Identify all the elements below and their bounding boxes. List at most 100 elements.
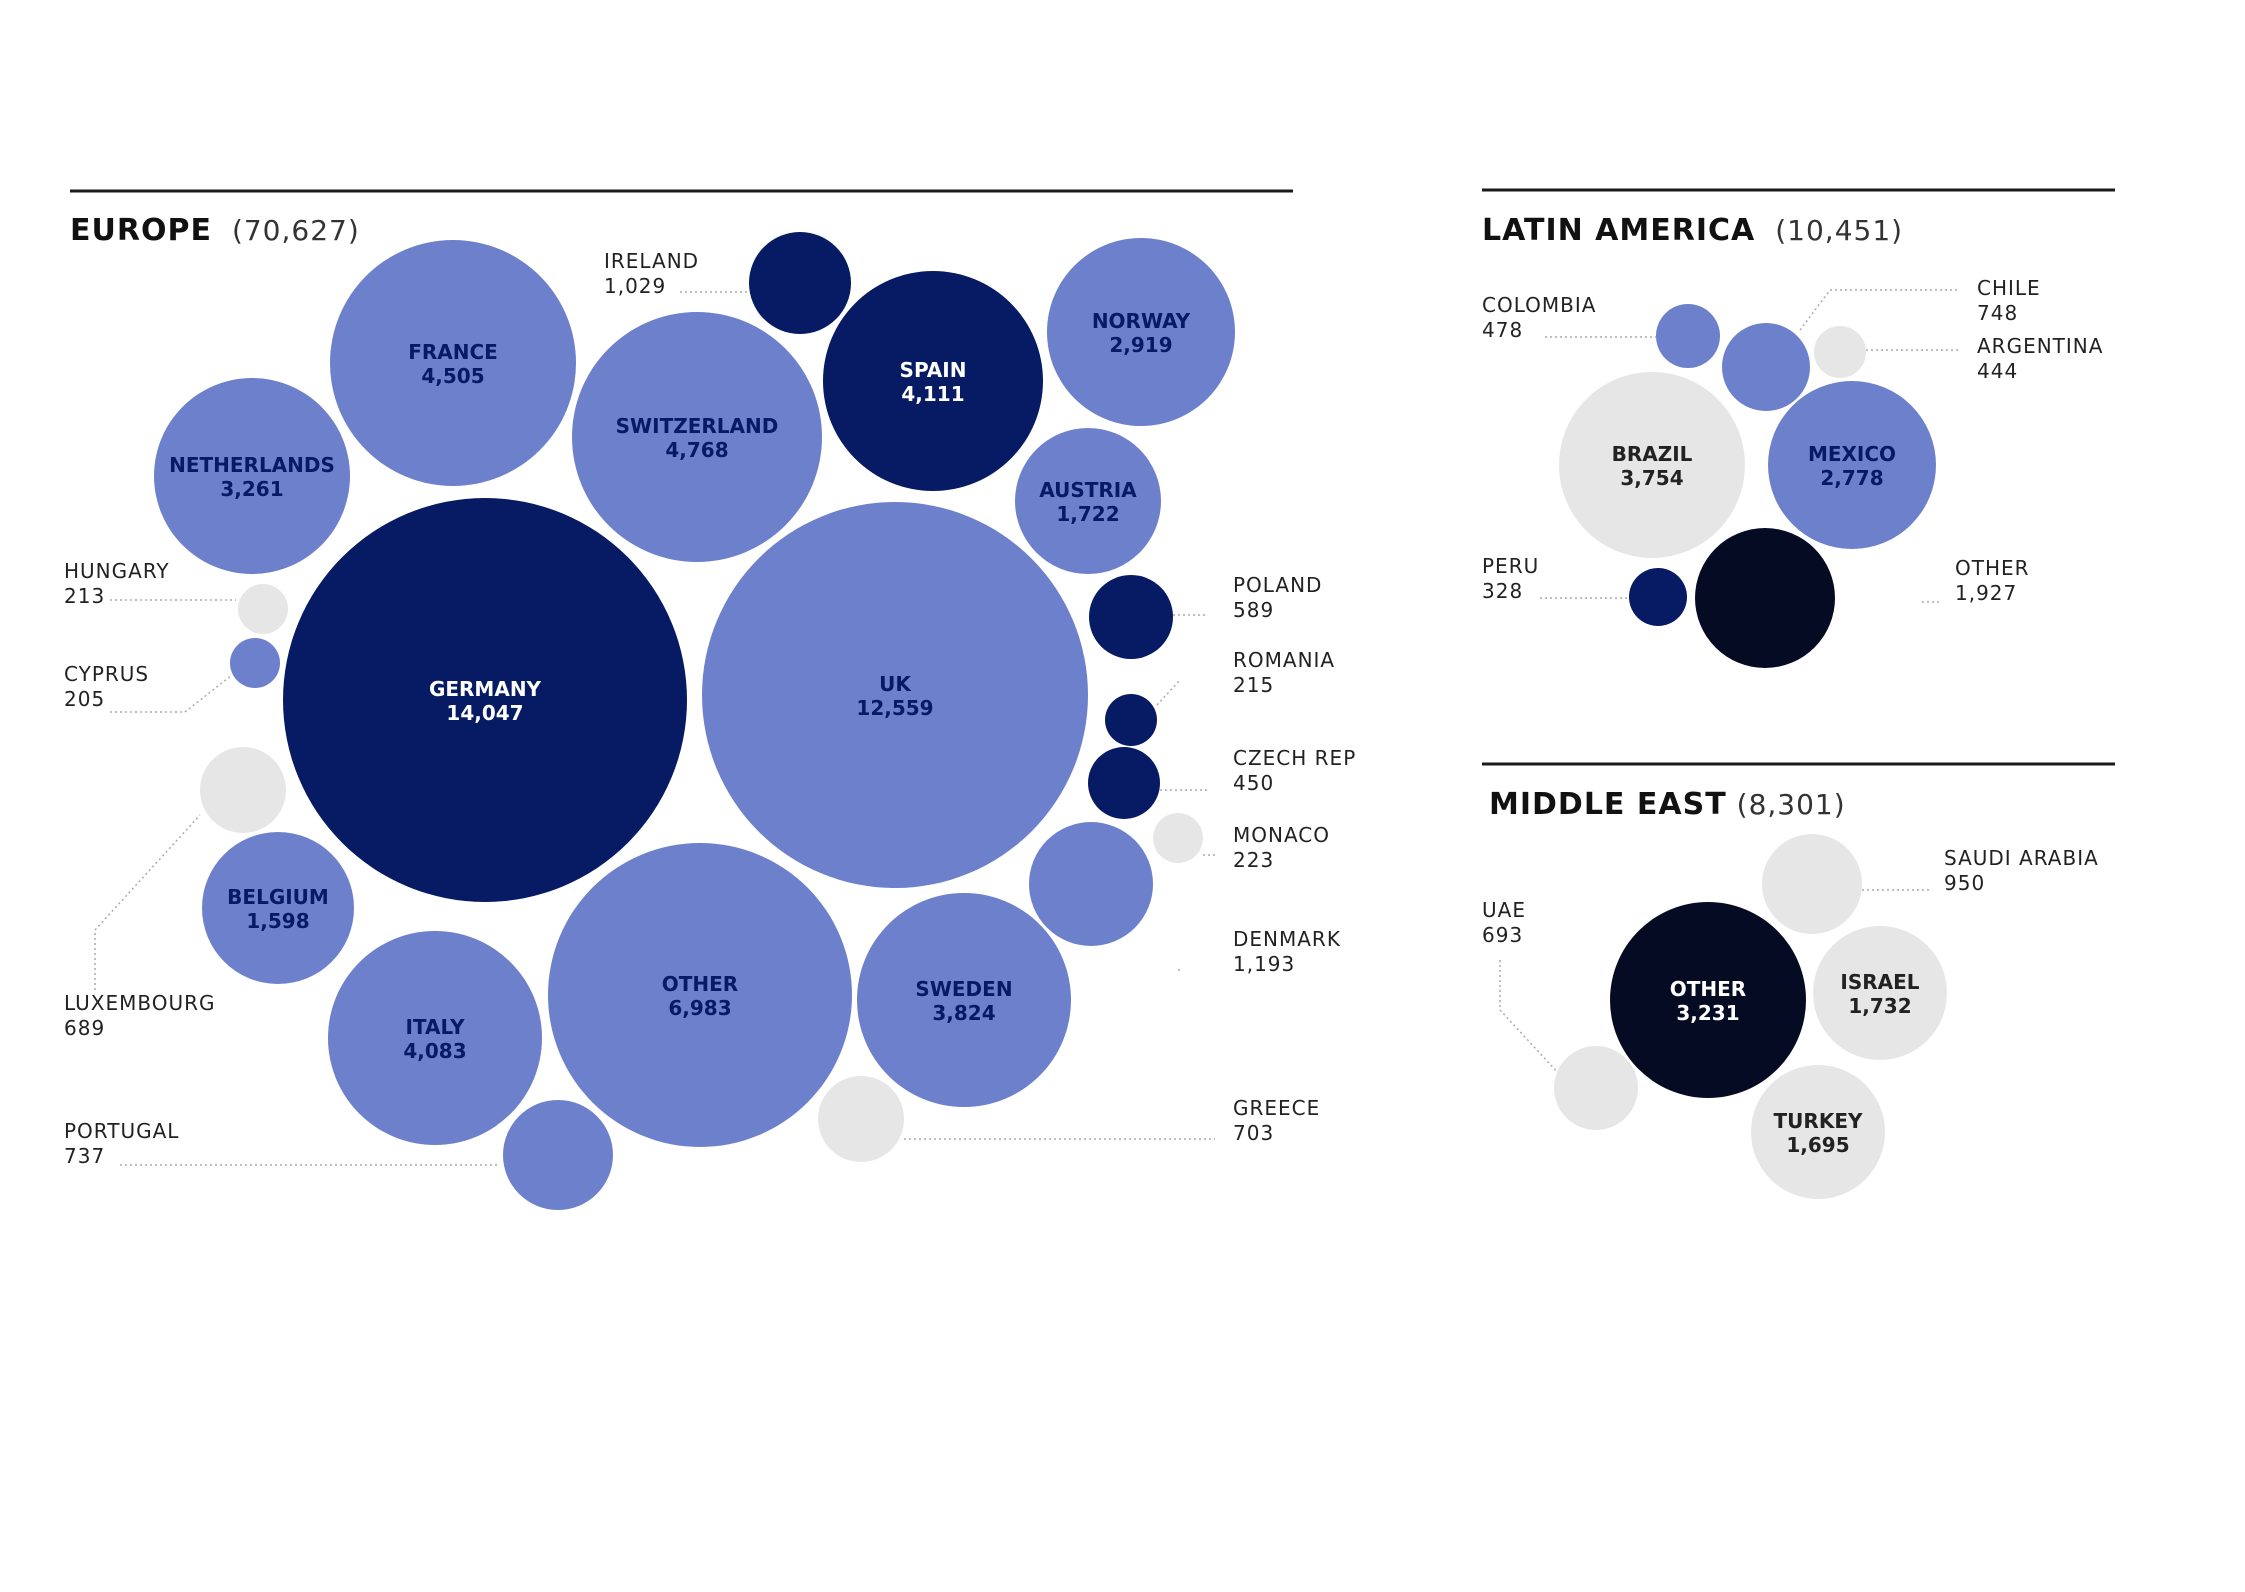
leader-europe-cyprus [110,674,233,713]
label-name-europe-switzerland: SWITZERLAND [616,414,779,438]
label-name-europe-portugal: PORTUGAL [64,1119,179,1143]
label-name-europe-netherlands: NETHERLANDS [169,453,335,477]
label-name-europe-austria: AUSTRIA [1039,478,1137,502]
label-name-europe-hungary: HUNGARY [64,559,170,583]
label-value-europe-belgium: 1,598 [246,909,309,933]
europe-title: EUROPE (70,627) [70,213,360,248]
label-name-latin-america-brazil: BRAZIL [1612,442,1693,466]
label-value-europe-czech-rep: 450 [1233,771,1274,795]
label-value-europe-portugal: 737 [64,1144,105,1168]
leader-latin-america-chile [1799,289,1960,331]
bubble-europe-austria [1015,428,1161,574]
label-value-middle-east-saudi-arabia: 950 [1944,871,1985,895]
label-name-europe-romania: ROMANIA [1233,648,1335,672]
bubble-europe-portugal [503,1100,613,1210]
bubble-europe-monaco [1153,813,1203,863]
latin-america-title: LATIN AMERICA (10,451) [1482,213,1903,248]
bubble-europe-italy [328,931,542,1145]
label-value-latin-america-brazil: 3,754 [1620,466,1683,490]
label-value-middle-east-other: 3,231 [1676,1001,1739,1025]
bubble-europe-other [548,843,852,1147]
label-name-latin-america-colombia: COLOMBIA [1482,293,1596,317]
label-value-latin-america-chile: 748 [1977,301,2018,325]
label-value-latin-america-peru: 328 [1482,579,1523,603]
label-name-middle-east-saudi-arabia: SAUDI ARABIA [1944,846,2099,870]
label-value-europe-switzerland: 4,768 [665,438,728,462]
bubble-latin-america-chile [1722,323,1810,411]
label-name-middle-east-other: OTHER [1670,977,1746,1001]
label-value-europe-other: 6,983 [668,996,731,1020]
bubble-europe-belgium [202,832,354,984]
label-value-europe-germany: 14,047 [446,701,523,725]
label-value-europe-netherlands: 3,261 [220,477,283,501]
label-name-middle-east-israel: ISRAEL [1840,970,1919,994]
label-value-europe-ireland: 1,029 [604,274,666,298]
bubble-europe-poland [1089,575,1173,659]
bubble-europe-greece [818,1076,904,1162]
label-name-europe-other: OTHER [662,972,738,996]
middle-east-title: MIDDLE EAST (8,301) [1489,787,1846,822]
bubble-europe-ireland [749,232,851,334]
bubble-latin-america-argentina [1814,326,1866,378]
label-name-europe-france: FRANCE [408,340,498,364]
label-name-europe-uk: UK [879,672,912,696]
label-value-latin-america-other: 1,927 [1955,581,2017,605]
label-value-europe-norway: 2,919 [1109,333,1172,357]
label-name-europe-denmark: DENMARK [1233,927,1341,951]
label-value-europe-romania: 215 [1233,673,1274,697]
label-value-latin-america-colombia: 478 [1482,318,1523,342]
label-name-europe-monaco: MONACO [1233,823,1330,847]
leader-lines [94,289,1960,1166]
bubble-europe-spain [823,271,1043,491]
label-name-latin-america-peru: PERU [1482,554,1539,578]
bubble-europe-hungary [238,584,288,634]
label-value-europe-luxembourg: 689 [64,1016,105,1040]
label-value-europe-cyprus: 205 [64,687,105,711]
label-name-europe-ireland: IRELAND [604,249,699,273]
label-value-europe-denmark: 1,193 [1233,952,1295,976]
label-value-europe-sweden: 3,824 [932,1001,995,1025]
bubble-labels: GERMANY14,047UK12,559OTHER6,983SWITZERLA… [64,249,2103,1168]
label-name-europe-norway: NORWAY [1092,309,1191,333]
label-value-europe-hungary: 213 [64,584,105,608]
label-name-europe-spain: SPAIN [900,358,967,382]
bubble-europe-romania [1105,694,1157,746]
bubble-europe-sweden [857,893,1071,1107]
label-name-latin-america-chile: CHILE [1977,276,2041,300]
label-name-middle-east-turkey: TURKEY [1774,1109,1863,1133]
label-name-europe-belgium: BELGIUM [227,885,329,909]
label-value-europe-italy: 4,083 [403,1039,466,1063]
bubble-latin-america-other [1695,528,1835,668]
bubble-europe-denmark [1029,822,1153,946]
label-name-europe-germany: GERMANY [429,677,542,701]
label-value-latin-america-mexico: 2,778 [1820,466,1883,490]
label-value-europe-greece: 703 [1233,1121,1274,1145]
label-name-middle-east-uae: UAE [1482,898,1526,922]
bubble-middle-east-turkey [1751,1065,1885,1199]
label-name-europe-sweden: SWEDEN [915,977,1012,1001]
bubble-europe-norway [1047,238,1235,426]
label-value-europe-austria: 1,722 [1056,502,1119,526]
bubble-europe-netherlands [154,378,350,574]
bubble-europe-uk [702,502,1088,888]
label-name-latin-america-other: OTHER [1955,556,2030,580]
leader-europe-luxembourg [94,814,201,990]
leader-middle-east-uae [1499,960,1561,1076]
bubble-europe-czech-rep [1088,747,1160,819]
bubble-middle-east-other [1610,902,1806,1098]
bubbles [154,232,1947,1210]
label-value-latin-america-argentina: 444 [1977,359,2018,383]
bubble-middle-east-israel [1813,926,1947,1060]
bubble-latin-america-brazil [1559,372,1745,558]
bubble-middle-east-uae [1554,1046,1638,1130]
label-name-europe-luxembourg: LUXEMBOURG [64,991,216,1015]
label-name-latin-america-argentina: ARGENTINA [1977,334,2103,358]
bubble-europe-luxembourg [200,747,286,833]
label-name-latin-america-mexico: MEXICO [1808,442,1896,466]
bubble-europe-france [330,240,576,486]
leader-europe-romania [1156,679,1181,706]
label-value-europe-monaco: 223 [1233,848,1274,872]
bubble-europe-switzerland [572,312,822,562]
bubble-latin-america-mexico [1768,381,1936,549]
